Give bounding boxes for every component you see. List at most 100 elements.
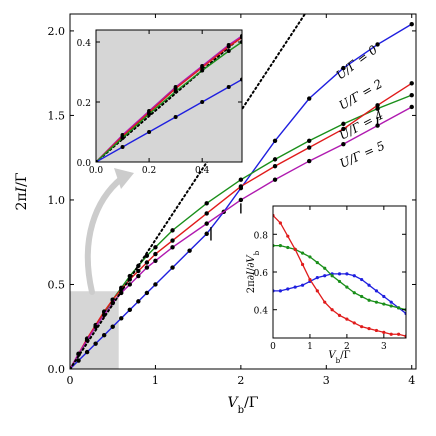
- main-series-point-3-12: [204, 221, 209, 226]
- inset2-ytick-label-2: 0.8: [254, 231, 269, 241]
- inset2-series-point-1-8: [330, 274, 334, 278]
- main-xtick-label-2: 2: [237, 374, 244, 387]
- zoom-arrowhead-icon: [114, 168, 134, 189]
- main-series-point-1-16: [341, 121, 346, 127]
- inset1-series-point-2-4: [200, 65, 205, 70]
- main-series-point-0-20: [409, 21, 414, 27]
- inset2-series-point-1-9: [337, 279, 342, 284]
- main-series-point-1-13: [238, 177, 244, 182]
- main-series-point-3-3: [93, 324, 98, 329]
- main-series-point-1-11: [170, 228, 175, 233]
- inset2-series-point-2-17: [397, 332, 401, 336]
- inset1-series-point-3-4: [200, 68, 205, 73]
- zoom-arrow-icon: [84, 175, 125, 295]
- inset2-ytick-label-1: 0.6: [254, 269, 269, 279]
- inset1-series-point-3-5: [226, 49, 231, 53]
- main-series-point-0-11: [170, 265, 175, 270]
- inset1-series-point-4-4: [200, 100, 205, 104]
- inset2-series-point-0-10: [345, 272, 349, 276]
- main-series-line-4: [70, 14, 306, 369]
- main-series-point-0-17: [307, 96, 312, 101]
- main-series-point-1-10: [153, 245, 158, 250]
- inset2-series-point-1-14: [374, 300, 379, 304]
- inset2-series-point-2-3: [293, 247, 297, 251]
- inset2-series-point-0-12: [360, 277, 364, 282]
- inset2-xtick-label-1: 1: [307, 342, 313, 352]
- inset2-series-point-1-11: [352, 291, 356, 295]
- inset2-series-point-2-11: [352, 321, 356, 325]
- main-series-point-2-17: [375, 103, 380, 108]
- inset1-series-point-2-3: [173, 86, 178, 91]
- inset2-series-point-0-9: [337, 272, 342, 276]
- inset2-series-point-1-5: [308, 255, 312, 259]
- inset2-series-point-0-11: [352, 274, 356, 278]
- main-series-point-3-10: [153, 258, 158, 264]
- inset2-series-point-2-16: [389, 332, 393, 336]
- main-frame: [69, 13, 417, 370]
- main-series-point-0-3: [93, 341, 98, 346]
- main-series-point-0-19: [375, 42, 380, 47]
- inset2-series-point-0-2: [286, 287, 290, 291]
- inset1-xtick-label-2: 0.4: [195, 166, 210, 176]
- inset2-series-point-0-7: [323, 274, 327, 278]
- main-ytick-label-2: 1.0: [48, 194, 66, 207]
- inset2-series-point-2-4: [300, 262, 305, 267]
- inset2-series-point-0-16: [389, 300, 393, 304]
- main-xtick-label-1: 1: [152, 374, 159, 387]
- inset2-series-point-0-13: [367, 283, 371, 287]
- main-series-point-0-18: [341, 65, 346, 71]
- inset2-series-point-2-5: [308, 277, 312, 282]
- main-series-point-1-14: [272, 157, 278, 162]
- main-series-point-3-11: [170, 245, 175, 250]
- main-series-point-0-4: [101, 332, 107, 338]
- inset2-xtick-label-2: 2: [344, 342, 350, 352]
- main-series-point-3-14: [272, 177, 278, 182]
- inset2-series-point-1-17: [397, 306, 401, 310]
- inset1-series-group: [96, 34, 242, 162]
- inset2-series-point-2-8: [330, 308, 334, 312]
- main-series-point-0-2: [84, 349, 90, 355]
- inset2-series-point-2-13: [367, 326, 371, 331]
- main-xtick-label-0: 0: [67, 374, 74, 387]
- inset2-series-point-2-9: [337, 313, 342, 317]
- inset1-series-point-4-3: [173, 115, 178, 119]
- inset2-series-point-2-6: [315, 289, 319, 293]
- main-series-point-2-18: [409, 81, 414, 86]
- main-series-point-1-17: [375, 106, 380, 111]
- main-series-point-0-8: [136, 299, 141, 304]
- inset2-xtick-label-0: 0: [270, 342, 276, 352]
- main-series-point-2-16: [341, 126, 346, 132]
- inset2-y-axis-title: 2π∂I/∂Vb: [246, 250, 261, 293]
- main-series-point-0-12: [187, 248, 192, 253]
- main-series-point-2-8: [136, 268, 141, 274]
- inset1-series-point-3-2: [147, 112, 152, 116]
- inset2-series-point-1-2: [286, 245, 290, 250]
- inset1-series-point-4-1: [120, 145, 125, 149]
- main-series-point-0-10: [153, 282, 158, 287]
- main-series-point-2-12: [204, 211, 209, 216]
- inset2-series-point-1-12: [360, 294, 364, 299]
- inset2-series-point-1-10: [345, 285, 349, 289]
- inset2-series-point-2-2: [286, 234, 290, 238]
- main-xtick-label-4: 4: [408, 374, 415, 387]
- inset2-series-point-0-1: [278, 289, 282, 293]
- inset2-series-point-1-16: [389, 304, 393, 308]
- main-series-point-2-10: [153, 251, 158, 257]
- main-series-point-3-16: [341, 141, 346, 147]
- main-series-point-0-16: [272, 138, 278, 143]
- inset1-series-point-4-5: [226, 85, 231, 89]
- inset2-series-point-0-4: [300, 283, 305, 287]
- inset1-series-point-3-1: [120, 136, 125, 140]
- inset2-x-axis-title: Vb/Γ: [328, 350, 350, 365]
- main-series-point-3-9: [144, 265, 150, 270]
- curve-label-0: U/Γ = 0: [333, 42, 380, 82]
- inset1-series-point-4-2: [147, 130, 152, 134]
- inset2-series-point-0-14: [374, 289, 379, 293]
- inset2-series-point-2-15: [382, 330, 386, 334]
- main-series-point-2-14: [272, 163, 278, 169]
- inset2-series-point-1-7: [323, 266, 327, 270]
- inset2-series-point-2-1: [278, 221, 282, 225]
- main-y-axis-title: 2πI/Γ: [14, 172, 30, 210]
- inset2-series-point-1-4: [300, 251, 305, 255]
